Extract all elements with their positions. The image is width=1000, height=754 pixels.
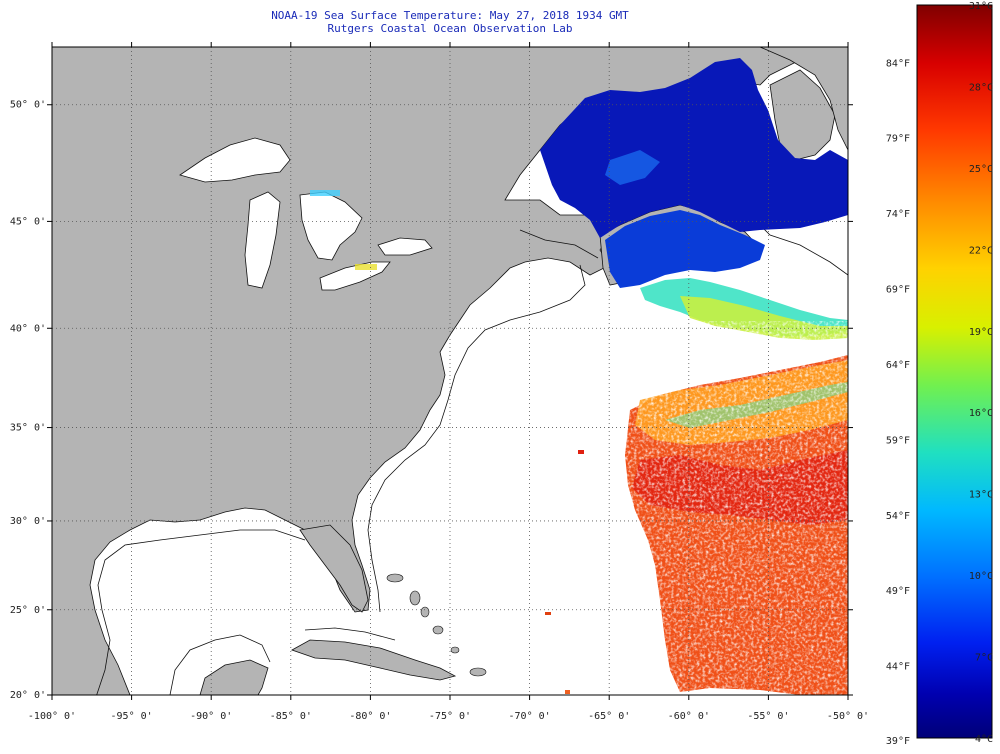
map-subtitle: Rutgers Coastal Ocean Observation Lab (327, 22, 573, 35)
land-florida (299, 524, 369, 613)
colorbar-celsius-label: 13°C (969, 490, 993, 501)
lat-label: 45° 0' (10, 216, 46, 227)
graticule (52, 47, 848, 695)
lat-label: 50° 0' (10, 100, 46, 111)
sst-pixel (545, 612, 551, 615)
land-cuba (291, 639, 457, 681)
land-newfoundland (769, 69, 836, 161)
colorbar-fahrenheit-label: 54°F (886, 511, 910, 522)
lon-label: -65° 0' (588, 711, 630, 722)
lon-label: -55° 0' (747, 711, 789, 722)
sst-pixel (565, 690, 570, 694)
colorbar-fahrenheit-label: 84°F (886, 58, 910, 69)
colorbar-celsius-label: 22°C (969, 245, 993, 256)
lat-label: 40° 0' (10, 323, 46, 334)
lon-label: -70° 0' (509, 711, 551, 722)
sst-cool-shelf (605, 210, 765, 288)
map-title: NOAA-19 Sea Surface Temperature: May 27,… (271, 9, 629, 22)
lake-sst-patch (355, 264, 377, 270)
colorbar-fahrenheit-label: 79°F (886, 134, 910, 145)
lon-label: -100° 0' (28, 711, 76, 722)
lon-label: -75° 0' (429, 711, 471, 722)
colorbar-fahrenheit-label: 64°F (886, 360, 910, 371)
colorbar-celsius-label: 10°C (969, 571, 993, 582)
colorbar-fahrenheit-label: 59°F (886, 435, 910, 446)
colorbar-celsius-label: 28°C (969, 82, 993, 93)
lat-label: 35° 0' (10, 423, 46, 434)
great-lakes (179, 137, 433, 291)
colorbar-fahrenheit-label: 39°F (886, 736, 910, 747)
lon-label: -95° 0' (111, 711, 153, 722)
lon-label: -90° 0' (190, 711, 232, 722)
sst-warm-band (680, 296, 848, 340)
colorbar-fahrenheit-label: 49°F (886, 586, 910, 597)
colorbar-fahrenheit-label: 69°F (886, 285, 910, 296)
lat-label: 25° 0' (10, 605, 46, 616)
colorbar-fahrenheit-label: 74°F (886, 209, 910, 220)
lat-label: 30° 0' (10, 516, 46, 527)
colorbar-fahrenheit-label: 44°F (886, 662, 910, 673)
colorbar-celsius-label: 31°C (969, 1, 993, 12)
land-yucatan (199, 659, 269, 695)
colorbar-celsius-label: 7°C (975, 653, 993, 664)
lat-label: 20° 0' (10, 690, 46, 701)
lon-label: -50° 0' (827, 711, 869, 722)
sst-cloud-gaps (630, 355, 848, 695)
lon-label: -60° 0' (668, 711, 710, 722)
colorbar-celsius-label: 4°C (975, 734, 993, 745)
sst-cool-shelf-inner (605, 150, 660, 185)
sst-cold-water (540, 58, 848, 238)
lon-label: -80° 0' (349, 711, 391, 722)
sst-pixel (578, 450, 584, 454)
colorbar-celsius-label: 16°C (969, 408, 993, 419)
lake-sst-patch (310, 190, 340, 196)
colorbar (916, 4, 993, 739)
land-labrador-east (759, 47, 848, 151)
colorbar-celsius-label: 19°C (969, 327, 993, 338)
lon-label: -85° 0' (270, 711, 312, 722)
land-bahamas (386, 573, 487, 677)
colorbar-celsius-label: 25°C (969, 164, 993, 175)
